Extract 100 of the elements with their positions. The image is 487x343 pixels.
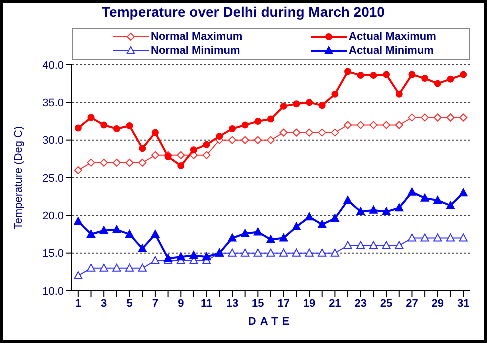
y-axis-title: Temperature (Deg C) xyxy=(12,126,25,230)
legend-label: Normal Minimum xyxy=(151,45,240,57)
point xyxy=(446,201,456,210)
point xyxy=(126,158,134,167)
point xyxy=(369,206,378,214)
point xyxy=(138,264,147,272)
x-tick-label: 31 xyxy=(457,298,470,310)
point xyxy=(292,128,301,137)
x-tick-label: 23 xyxy=(354,298,367,310)
point xyxy=(74,124,82,132)
x-tick-label: 1 xyxy=(75,298,82,310)
x-tick-label: 27 xyxy=(406,298,418,310)
point xyxy=(152,129,159,136)
point xyxy=(267,136,275,144)
point xyxy=(344,121,352,130)
x-tick-label: 25 xyxy=(380,298,393,310)
x-axis-title: DATE xyxy=(248,316,294,328)
point xyxy=(344,196,352,204)
point xyxy=(112,264,122,272)
point xyxy=(242,122,249,129)
point xyxy=(422,75,429,82)
x-tick-label: 3 xyxy=(101,298,108,310)
x-tick-label: 29 xyxy=(432,298,444,310)
point xyxy=(266,235,276,244)
legend-label: Actual Maximum xyxy=(349,31,436,43)
point xyxy=(305,212,314,221)
point xyxy=(344,241,352,250)
point xyxy=(408,234,417,242)
point xyxy=(280,102,288,110)
x-tick-label: 7 xyxy=(152,298,159,310)
x-tick-label: 5 xyxy=(126,298,133,310)
point xyxy=(216,133,224,140)
y-tick-label: 40.0 xyxy=(42,60,64,72)
point xyxy=(125,230,134,238)
point xyxy=(228,248,237,257)
y-tick-label: 35.0 xyxy=(42,98,64,110)
point xyxy=(228,136,236,144)
point xyxy=(356,241,366,250)
point xyxy=(331,128,340,137)
point xyxy=(408,188,417,196)
point xyxy=(138,158,147,167)
point xyxy=(177,151,186,160)
point xyxy=(126,122,134,130)
point xyxy=(190,251,198,260)
point xyxy=(330,214,340,222)
point xyxy=(280,248,288,257)
point xyxy=(139,145,146,152)
point xyxy=(382,121,391,130)
chart-title: Temperature over Delhi during March 2010 xyxy=(101,4,386,20)
point xyxy=(112,158,121,167)
point xyxy=(268,116,274,123)
point xyxy=(151,151,160,160)
point xyxy=(100,122,108,129)
point xyxy=(74,271,83,280)
point xyxy=(100,264,108,272)
point xyxy=(434,114,442,122)
point xyxy=(370,121,378,130)
point xyxy=(318,102,326,110)
point xyxy=(113,126,120,133)
point xyxy=(332,90,339,98)
point xyxy=(460,71,468,78)
point xyxy=(344,68,352,76)
point xyxy=(434,80,442,88)
point xyxy=(228,234,237,242)
point xyxy=(241,229,250,238)
point xyxy=(421,114,430,122)
point xyxy=(100,226,108,234)
point xyxy=(254,118,262,125)
point xyxy=(266,248,276,257)
point xyxy=(100,158,108,167)
point xyxy=(254,248,262,257)
y-tick-label: 15.0 xyxy=(42,248,64,260)
point xyxy=(305,248,314,257)
point xyxy=(241,136,250,144)
point xyxy=(396,90,403,98)
point xyxy=(203,141,210,148)
point xyxy=(176,252,186,261)
y-tick-label: 10.0 xyxy=(42,286,64,298)
y-tick-label: 20.0 xyxy=(42,210,64,223)
point xyxy=(382,207,391,216)
point xyxy=(446,114,455,122)
point xyxy=(395,204,404,212)
point xyxy=(292,222,301,230)
point xyxy=(460,114,468,122)
point xyxy=(202,252,212,261)
x-tick-label: 13 xyxy=(226,298,239,310)
x-tick-label: 15 xyxy=(252,298,264,310)
point xyxy=(447,76,454,83)
point xyxy=(434,234,442,242)
point xyxy=(408,114,416,122)
point xyxy=(459,188,468,197)
point xyxy=(370,72,378,80)
point xyxy=(125,264,134,272)
point xyxy=(357,72,364,80)
point xyxy=(383,71,390,78)
point xyxy=(356,121,365,130)
legend-label: Actual Minimum xyxy=(349,45,434,57)
point xyxy=(382,241,391,250)
point xyxy=(74,217,83,226)
point xyxy=(151,230,160,238)
